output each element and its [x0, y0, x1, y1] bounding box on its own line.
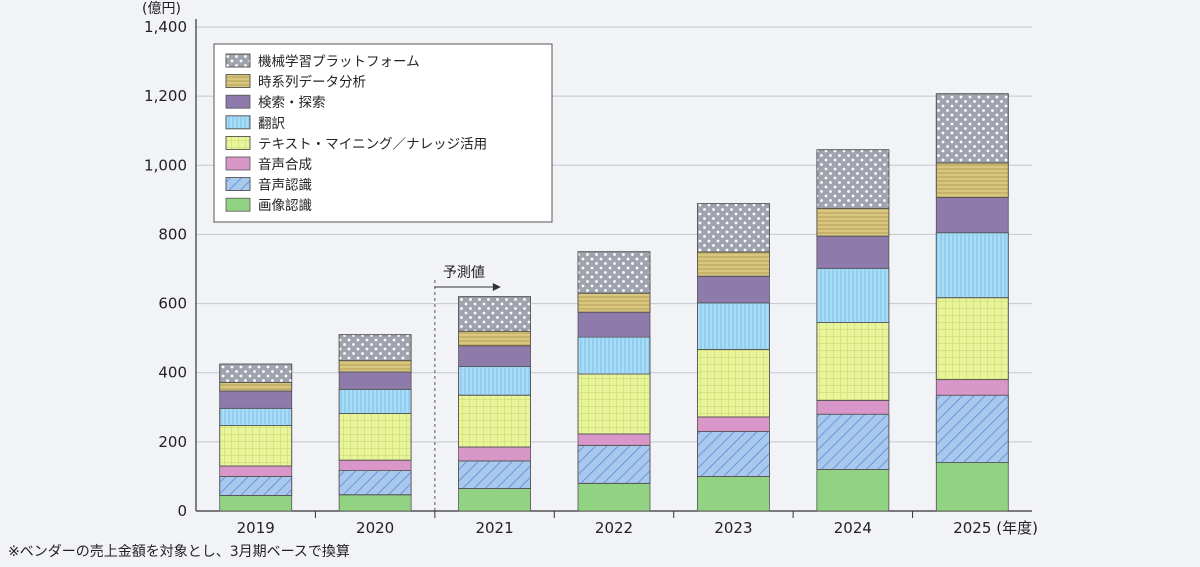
bar-segment [219, 390, 293, 409]
legend-label: 翻訳 [258, 116, 285, 132]
bar-segment-pattern [219, 425, 293, 467]
bar-segment-pattern [935, 232, 1009, 299]
bar-segment-pattern [816, 413, 890, 470]
x-tick-label: 2023 [714, 519, 752, 537]
y-tick-label: 1,200 [144, 87, 187, 105]
bar-segment [935, 379, 1009, 396]
bar-segment [697, 416, 770, 432]
bar-segment [816, 235, 890, 269]
bar-segment-pattern [458, 394, 531, 448]
bar-segment [458, 488, 531, 512]
legend-swatch-pattern [225, 135, 251, 150]
bar-segment [219, 465, 293, 477]
bars [219, 93, 1009, 512]
bar-segment-pattern [458, 460, 531, 489]
bar-segment [458, 345, 531, 367]
legend-label: テキスト・マイニング／ナレッジ活用 [258, 136, 487, 152]
bar-segment-pattern [577, 444, 651, 484]
bar-segment [577, 311, 651, 338]
y-tick-label: 800 [158, 225, 187, 243]
forecast-label: 予測値 [443, 265, 485, 281]
x-tick-label: 2024 [834, 519, 872, 537]
legend-swatch-pattern [225, 53, 251, 68]
legend-label: 機械学習プラットフォーム [258, 54, 420, 70]
x-tick-label: 2021 [475, 519, 513, 537]
bar-segment-pattern [219, 381, 293, 392]
x-tick-label: 2022 [595, 519, 633, 537]
bar-segment-pattern [935, 93, 1009, 164]
bar-segment-pattern [816, 267, 890, 323]
legend-label: 画像認識 [258, 198, 312, 214]
bar-segment [458, 446, 531, 462]
bar-segment [935, 462, 1009, 512]
bar-segment-pattern [577, 292, 651, 313]
bar-segment-pattern [219, 363, 293, 383]
bar-segment-pattern [697, 251, 770, 277]
legend-box [213, 43, 553, 223]
y-tick-label: 0 [177, 502, 187, 520]
bar-segment-pattern [697, 203, 770, 253]
legend-swatch-pattern [225, 115, 251, 130]
bar-segment [338, 494, 412, 512]
footnote: ※ベンダーの売上金額を対象とし、3月期ベースで換算 [8, 544, 350, 560]
bar-segment-pattern [338, 413, 412, 461]
bar-segment-pattern [697, 431, 770, 477]
legend-swatch [225, 197, 251, 212]
bar-segment [816, 399, 890, 415]
legend-swatch-pattern [225, 74, 251, 88]
x-axis-label: (年度) [996, 519, 1038, 537]
bar-segment-pattern [935, 162, 1009, 198]
bar-segment-pattern [458, 330, 531, 347]
legend-swatch [225, 156, 251, 171]
legend-label: 音声認識 [258, 177, 312, 194]
forecast-arrowhead [492, 283, 501, 291]
legend-swatch [225, 94, 251, 109]
bar-segment-pattern [338, 388, 412, 414]
bar-segment-pattern [338, 360, 412, 373]
x-tick-label: 2019 [237, 519, 275, 537]
bar-segment-pattern [816, 208, 890, 237]
legend-label: 音声合成 [258, 156, 312, 173]
bar-segment-pattern [219, 407, 293, 427]
bar-segment [338, 371, 412, 390]
bar-segment-pattern [577, 336, 651, 375]
y-tick-label: 1,000 [144, 156, 187, 174]
bar-segment [697, 476, 770, 512]
y-tick-label: 600 [158, 295, 187, 313]
bar-segment [219, 495, 293, 512]
bar-segment [577, 482, 651, 512]
bar-segment-pattern [458, 296, 531, 332]
bar-segment-pattern [338, 334, 412, 362]
legend-swatch-pattern [225, 177, 251, 192]
bar-segment [577, 433, 651, 446]
legend-label: 検索・探索 [258, 95, 326, 111]
bar-segment-pattern [816, 322, 890, 401]
bar-segment [935, 197, 1009, 234]
bar-segment [816, 469, 890, 512]
y-axis-label: (億円) [142, 1, 181, 17]
bar-segment-pattern [697, 349, 770, 418]
bar-segment-pattern [816, 149, 890, 209]
bar-segment [338, 459, 412, 471]
x-tick-label: 2020 [356, 519, 394, 537]
bar-segment-pattern [577, 373, 651, 435]
bar-segment-pattern [219, 476, 293, 496]
y-tick-label: 400 [158, 364, 187, 382]
bar-segment-pattern [935, 297, 1009, 381]
bar-segment-pattern [338, 470, 412, 496]
y-tick-label: 200 [158, 433, 187, 451]
legend-label: 時系列データ分析 [258, 74, 366, 91]
bar-segment-pattern [935, 394, 1009, 463]
legend: 機械学習プラットフォーム時系列データ分析検索・探索翻訳テキスト・マイニング／ナレ… [213, 43, 553, 223]
x-tick-label: 2025 [953, 519, 991, 537]
bar-segment-pattern [458, 366, 531, 396]
bar-segment-pattern [577, 251, 651, 294]
bar-segment [697, 275, 770, 304]
labels: 0 200 400 600 800 1,000 1,200 1,400(億円) 2019 2020… [142, 1, 1038, 537]
bar-segment-pattern [697, 302, 770, 350]
y-tick-label: 1,400 [144, 18, 187, 36]
